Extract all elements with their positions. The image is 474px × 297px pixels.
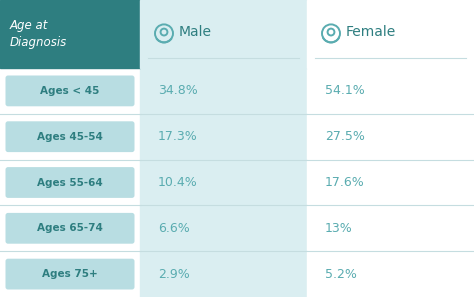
FancyBboxPatch shape bbox=[6, 259, 135, 290]
FancyBboxPatch shape bbox=[6, 75, 135, 106]
Text: 10.4%: 10.4% bbox=[158, 176, 198, 189]
Text: 17.3%: 17.3% bbox=[158, 130, 198, 143]
Text: 54.1%: 54.1% bbox=[325, 84, 365, 97]
Text: 27.5%: 27.5% bbox=[325, 130, 365, 143]
Bar bbox=[0, 159, 140, 206]
Text: 6.6%: 6.6% bbox=[158, 222, 190, 235]
Bar bbox=[307, 68, 474, 114]
FancyBboxPatch shape bbox=[6, 121, 135, 152]
Bar bbox=[0, 68, 140, 114]
Bar bbox=[140, 114, 307, 159]
Bar bbox=[307, 159, 474, 206]
Bar bbox=[307, 206, 474, 251]
Text: 5.2%: 5.2% bbox=[325, 268, 357, 281]
Bar bbox=[140, 206, 307, 251]
Bar bbox=[0, 114, 140, 159]
Text: Ages < 45: Ages < 45 bbox=[40, 86, 100, 96]
Text: Age at
Diagnosis: Age at Diagnosis bbox=[10, 19, 67, 49]
Text: Male: Male bbox=[179, 25, 212, 39]
Bar bbox=[307, 114, 474, 159]
Text: Ages 65-74: Ages 65-74 bbox=[37, 223, 103, 233]
Bar bbox=[307, 251, 474, 297]
Bar bbox=[307, 0, 474, 68]
Text: Female: Female bbox=[346, 25, 396, 39]
Text: Ages 75+: Ages 75+ bbox=[42, 269, 98, 279]
Bar bbox=[140, 251, 307, 297]
Text: Ages 45-54: Ages 45-54 bbox=[37, 132, 103, 142]
Bar bbox=[0, 251, 140, 297]
FancyBboxPatch shape bbox=[6, 213, 135, 244]
Text: 17.6%: 17.6% bbox=[325, 176, 365, 189]
Text: 2.9%: 2.9% bbox=[158, 268, 190, 281]
Bar bbox=[140, 68, 307, 114]
Bar bbox=[140, 0, 307, 68]
Bar bbox=[0, 0, 140, 68]
Bar bbox=[140, 159, 307, 206]
Text: 34.8%: 34.8% bbox=[158, 84, 198, 97]
Text: 13%: 13% bbox=[325, 222, 353, 235]
FancyBboxPatch shape bbox=[6, 167, 135, 198]
Bar bbox=[0, 206, 140, 251]
Text: Ages 55-64: Ages 55-64 bbox=[37, 178, 103, 187]
